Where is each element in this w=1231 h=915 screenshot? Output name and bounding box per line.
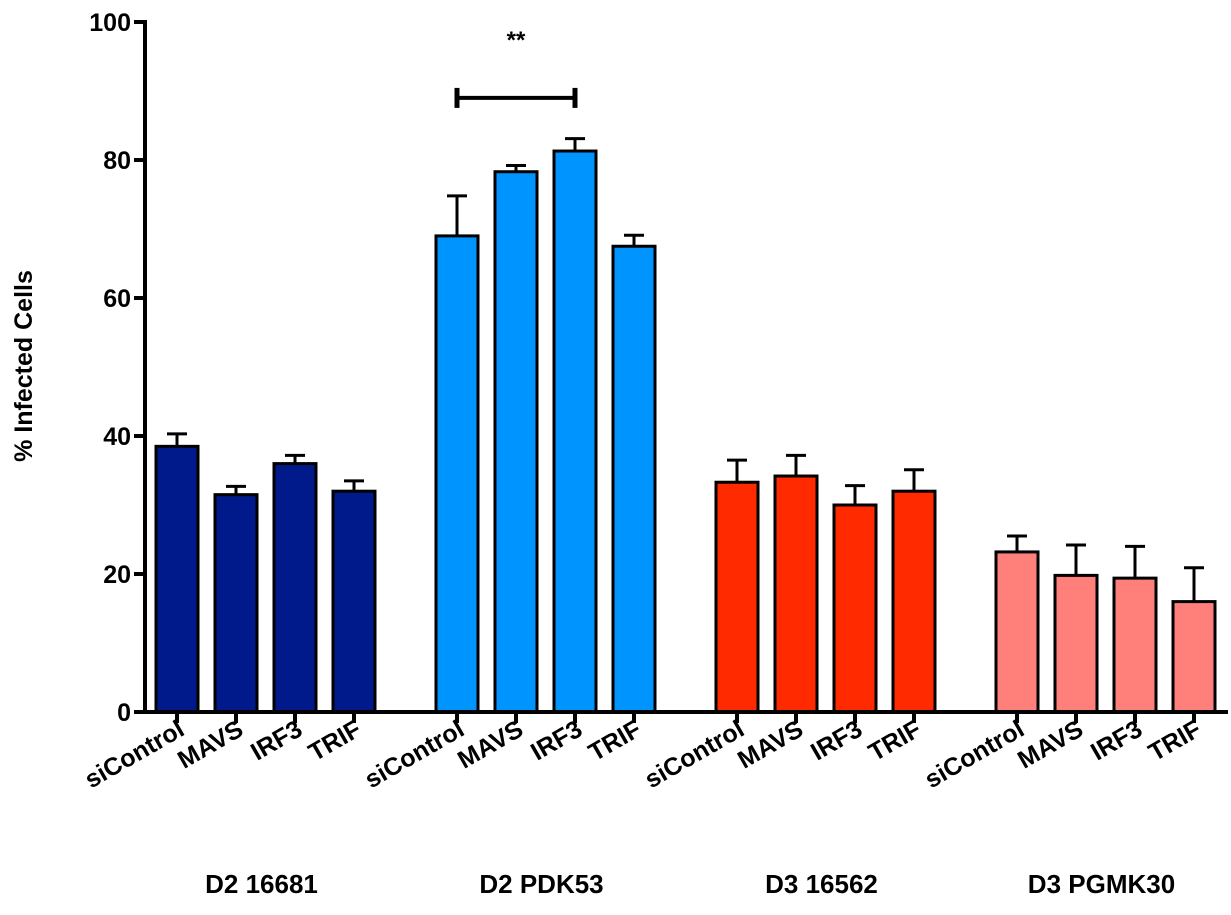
bar: [154, 444, 200, 714]
group-label: D3 PGMK30: [1028, 869, 1175, 899]
x-tick-label: siControl: [920, 715, 1029, 794]
x-tick-label: TRIF: [864, 715, 926, 767]
bar: [1112, 576, 1158, 714]
x-tick-label: siControl: [80, 715, 189, 794]
bar: [213, 493, 259, 714]
x-tick-label: TRIF: [304, 715, 366, 767]
bar: [832, 503, 878, 714]
y-tick-label: 60: [103, 285, 131, 313]
bars-layer: [154, 137, 1217, 714]
y-tick-label: 100: [89, 9, 131, 37]
y-tick-label: 40: [103, 423, 131, 451]
x-tick-label: TRIF: [584, 715, 646, 767]
bar: [272, 462, 318, 714]
y-tick-label: 80: [103, 147, 131, 175]
bar: [434, 234, 480, 714]
significance-label: **: [507, 27, 526, 54]
bar: [1171, 600, 1217, 714]
group-label: D3 16562: [765, 869, 878, 899]
bar: [891, 489, 937, 714]
bar: [493, 170, 539, 714]
bar: [714, 480, 760, 714]
annotation-layer: **: [454, 27, 578, 108]
bar: [994, 550, 1040, 714]
y-axis-title: % Infected Cells: [10, 270, 38, 462]
x-tick-label: MAVS: [733, 715, 808, 774]
y-tick-label: 20: [103, 561, 131, 589]
x-tick-label: IRF3: [806, 715, 867, 766]
x-tick-label: TRIF: [1144, 715, 1206, 767]
x-tick-label: MAVS: [173, 715, 248, 774]
x-tick-label: siControl: [640, 715, 749, 794]
bar: [773, 474, 819, 714]
group-label: D2 16681: [205, 869, 318, 899]
y-tick-label: 0: [117, 699, 131, 727]
x-tick-label: IRF3: [526, 715, 587, 766]
x-tick-label: MAVS: [453, 715, 528, 774]
x-tick-label: siControl: [360, 715, 469, 794]
y-axis: 0 20 40 60 80 100: [89, 9, 147, 727]
bar: [552, 149, 598, 714]
bar: [1053, 573, 1099, 714]
x-tick-label: IRF3: [1086, 715, 1147, 766]
x-tick-label: MAVS: [1013, 715, 1088, 774]
x-tick-label: IRF3: [246, 715, 307, 766]
bar: [611, 244, 657, 714]
bar: [331, 489, 377, 714]
group-label: D2 PDK53: [479, 869, 603, 899]
